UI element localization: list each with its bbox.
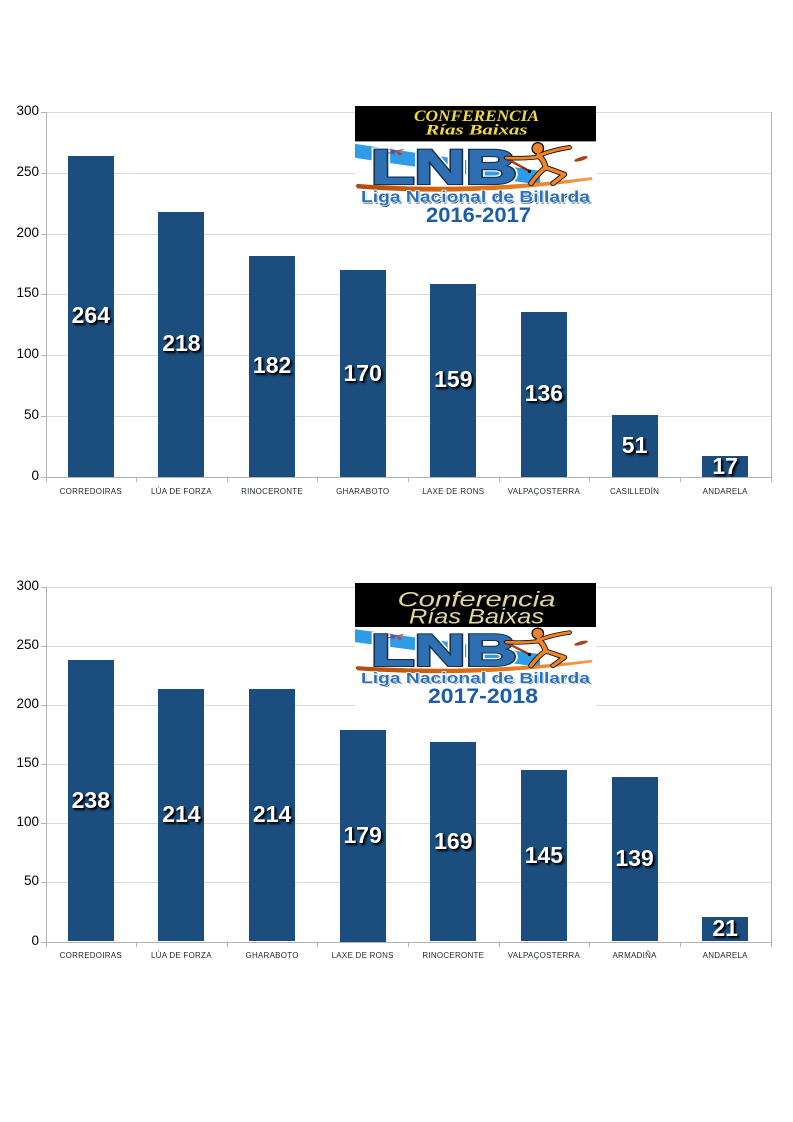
svg-text:Liga Nacional de Billarda: Liga Nacional de Billarda [362,672,592,688]
svg-text:Liga Nacional de Billarda: Liga Nacional de Billarda [361,189,590,206]
svg-text:Rías Baixas: Rías Baixas [424,123,528,139]
svg-text:LNB: LNB [371,625,517,675]
svg-text:Conferencia: Conferencia [398,589,556,612]
svg-text:Rías Baixas: Rías Baixas [409,606,545,629]
svg-text:Liga Nacional de Billarda: Liga Nacional de Billarda [362,191,591,208]
svg-text:2016-2017: 2016-2017 [426,203,531,227]
svg-text:Liga Nacional de Billarda: Liga Nacional de Billarda [361,670,591,686]
svg-text:CONFERENCIA: CONFERENCIA [414,108,539,125]
svg-text:Liga Nacional de Billarda: Liga Nacional de Billarda [361,189,590,206]
svg-text:2017-2018: 2017-2018 [428,684,538,706]
svg-text:Liga Nacional de Billarda: Liga Nacional de Billarda [361,670,591,686]
